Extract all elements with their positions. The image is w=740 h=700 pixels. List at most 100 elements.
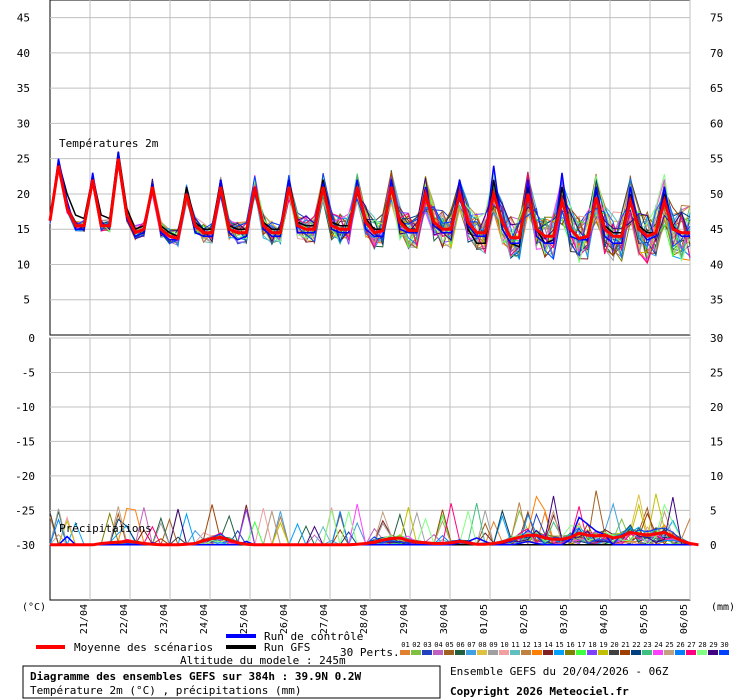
- temp-right-tick: 60: [710, 117, 723, 130]
- perturbation-code: 30: [720, 641, 728, 649]
- date-tick-label: 05/05: [639, 604, 650, 634]
- temp-right-tick: 35: [710, 294, 723, 307]
- perturbation-swatch: [466, 650, 476, 655]
- precip-right-tick: 15: [710, 435, 723, 448]
- perturbation-swatch: [433, 650, 443, 655]
- perturbation-legend: 01 02 03 04 05 06 07 08 09 10 11 12 13 14 15 16 17 18 19 20…: [400, 641, 729, 655]
- perturbation-code: 05: [445, 641, 453, 649]
- date-tick-label: 24/04: [199, 604, 210, 634]
- precip-right-tick: 0: [710, 539, 717, 552]
- perturbation-code: 28: [698, 641, 706, 649]
- perturbation-swatch: [400, 650, 410, 655]
- date-tick-label: 29/04: [399, 604, 410, 634]
- perturbation-swatch: [444, 650, 454, 655]
- altitude-label: Altitude du modele : 245m: [180, 654, 346, 667]
- perturbation-code: 07: [467, 641, 475, 649]
- perturbation-swatch: [455, 650, 465, 655]
- temp-right-tick: 70: [710, 47, 723, 60]
- perturbation-code: 23: [643, 641, 651, 649]
- date-tick-label: 27/04: [319, 604, 330, 634]
- perturbation-code: 21: [621, 641, 629, 649]
- perturbation-code: 25: [665, 641, 673, 649]
- perturbation-swatch: [675, 650, 685, 655]
- perturbation-swatch: [620, 650, 630, 655]
- perturbation-swatch: [521, 650, 531, 655]
- temp-right-tick: 75: [710, 12, 723, 25]
- date-tick-label: 01/05: [479, 604, 490, 634]
- temp-left-tick: 35: [17, 82, 30, 95]
- date-tick-label: 28/04: [359, 604, 370, 634]
- footer-box: [22, 665, 441, 699]
- temp-left-tick: 25: [17, 153, 30, 166]
- perturbations-label: 30 Perts.: [340, 646, 400, 659]
- series-precip-line: [50, 530, 699, 547]
- perturbation-code: 13: [533, 641, 541, 649]
- legend-gfs-label: Run GFS: [264, 641, 310, 654]
- perturbation-swatch: [708, 650, 718, 655]
- temperature-panel-label: Températures 2m: [59, 137, 159, 150]
- date-tick-label: 23/04: [159, 604, 170, 634]
- date-tick-label: 06/05: [679, 604, 690, 634]
- left-unit-label: (°C): [22, 602, 46, 613]
- perturbation-swatch: [576, 650, 586, 655]
- perturbation-swatch: [499, 650, 509, 655]
- perturbation-swatch: [653, 650, 663, 655]
- perturbation-code: 01: [401, 641, 409, 649]
- perturbation-code: 29: [709, 641, 717, 649]
- precip-left-tick: -20: [15, 470, 35, 483]
- temp-right-tick: 65: [710, 82, 723, 95]
- precip-right-tick: 30: [710, 332, 723, 345]
- temp-right-tick: 45: [710, 223, 723, 236]
- run-info: Ensemble GEFS du 20/04/2026 - 06Z: [450, 665, 669, 678]
- perturbation-swatch: [554, 650, 564, 655]
- legend-control-label: Run de contrôle: [264, 630, 363, 643]
- date-tick-label: 21/04: [79, 604, 90, 634]
- axis-ticks: 21/04 22/04 23/04 24/04 25/04 26/04 27/04 28/04…: [15, 12, 723, 634]
- temp-left-tick: 5: [23, 294, 30, 307]
- perturbation-swatch: [664, 650, 674, 655]
- perturbation-code: 18: [588, 641, 596, 649]
- precip-right-tick: 10: [710, 470, 723, 483]
- precip-right-tick: 25: [710, 366, 723, 379]
- temp-right-tick: 55: [710, 153, 723, 166]
- date-tick-label: 02/05: [519, 604, 530, 634]
- perturbation-swatch: [543, 650, 553, 655]
- perturbation-swatch: [532, 650, 542, 655]
- series-temp-line: [48, 158, 690, 241]
- perturbation-code: 04: [434, 641, 442, 649]
- perturbation-code: 16: [566, 641, 574, 649]
- perturbation-code: 15: [555, 641, 563, 649]
- perturbation-swatch: [422, 650, 432, 655]
- perturbation-swatch: [697, 650, 707, 655]
- footer-subtitle: Température 2m (°C) , précipitations (mm…: [30, 684, 302, 697]
- precip-left-tick: -5: [22, 366, 35, 379]
- perturbation-swatch: [686, 650, 696, 655]
- perturbation-swatch: [609, 650, 619, 655]
- perturbation-code: 11: [511, 641, 519, 649]
- date-tick-label: 26/04: [279, 604, 290, 634]
- temp-left-tick: 10: [17, 258, 30, 271]
- perturbation-code: 09: [489, 641, 497, 649]
- perturbation-code: 10: [500, 641, 508, 649]
- perturbation-code: 02: [412, 641, 420, 649]
- precip-left-tick: -25: [15, 504, 35, 517]
- precip-left-tick: 0: [28, 332, 35, 345]
- date-tick-label: 22/04: [119, 604, 130, 634]
- perturbation-swatch: [411, 650, 421, 655]
- temp-left-tick: 40: [17, 47, 30, 60]
- perturbation-swatch: [719, 650, 729, 655]
- precip-right-tick: 5: [710, 504, 717, 517]
- footer-title: Diagramme des ensembles GEFS sur 384h : …: [30, 670, 362, 683]
- temp-left-tick: 30: [17, 117, 30, 130]
- right-unit-label: (mm): [711, 602, 735, 613]
- perturbation-swatch: [488, 650, 498, 655]
- perturbation-swatch: [510, 650, 520, 655]
- perturbation-code: 27: [687, 641, 695, 649]
- temp-left-tick: 15: [17, 223, 30, 236]
- date-tick-label: 25/04: [239, 604, 250, 634]
- perturbation-swatch: [477, 650, 487, 655]
- perturbation-swatch: [642, 650, 652, 655]
- perturbation-swatch: [565, 650, 575, 655]
- precip-left-tick: -10: [15, 401, 35, 414]
